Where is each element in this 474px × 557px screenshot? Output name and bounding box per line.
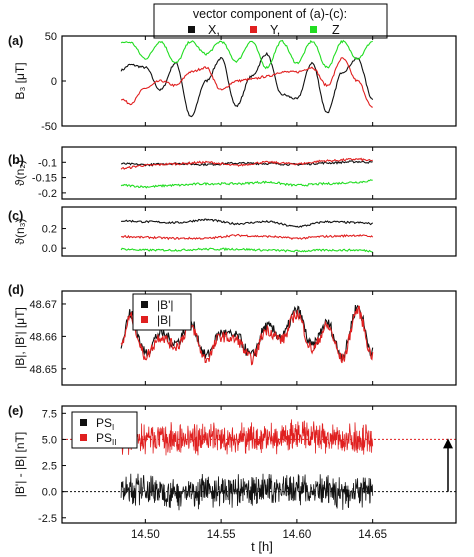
- y-tick-label: 0.0: [42, 243, 57, 255]
- panel-frame: [61, 290, 457, 386]
- panels: -50 0 50 (a) B₃ [μT] -0.1 -0.15 -0.2 (b)ϑ(n₂) 0.0…: [8, 31, 457, 541]
- y-tick-label: -2.5: [38, 513, 57, 525]
- y-axis-label: B₃ [μT]: [13, 62, 27, 99]
- y-tick-label: 50: [45, 31, 57, 43]
- series-line-y: [120, 57, 373, 108]
- panel-legend-label: |B'|: [157, 298, 174, 312]
- panel-frame: [61, 405, 457, 524]
- panel-legend-swatch: [80, 434, 87, 441]
- series-line-y: [120, 157, 373, 170]
- panel-label: (c): [8, 209, 23, 223]
- panel-0: -50 0 50 (a) B₃ [μT]: [8, 31, 457, 133]
- y-tick-label: -0.15: [32, 173, 57, 185]
- series-line-z: [120, 247, 373, 253]
- y-tick-label: 0: [51, 76, 57, 88]
- x-tick-label: 14.60: [282, 529, 311, 541]
- legend-swatch-y: [250, 26, 257, 33]
- y-tick-label: 48.65: [29, 364, 57, 376]
- y-tick-label: 5.0: [42, 434, 57, 446]
- y-tick-label: 7.5: [42, 408, 57, 420]
- legend-swatch-x: [188, 26, 195, 33]
- panel-label: (d): [8, 283, 24, 297]
- series-line-x: [120, 160, 373, 167]
- series-line-z: [120, 179, 373, 189]
- panel-2: 0.0 0.2 (c)ϑ(n₃): [8, 206, 457, 257]
- x-tick-label: 14.55: [207, 529, 236, 541]
- y-tick-label: 48.67: [29, 299, 57, 311]
- top-legend: vector component of (a)-(c): X, Y, Z: [153, 3, 388, 39]
- legend-label-y: Y,: [270, 23, 280, 37]
- series-line-x: [120, 51, 374, 118]
- panel-frame: [61, 146, 457, 200]
- panel-label: (b): [8, 153, 24, 167]
- panel-legend-label: PSI: [96, 416, 114, 432]
- series-line-psi: [120, 473, 374, 511]
- series-line-b: [120, 305, 374, 366]
- series-line-y: [120, 233, 374, 241]
- legend-swatch-z: [310, 26, 317, 33]
- y-axis-label: |B|, |B'| [μT]: [13, 307, 27, 369]
- y-axis-label: ϑ(n₂): [13, 160, 27, 186]
- legend-label-z: Z: [332, 23, 340, 37]
- y-tick-label: -0.1: [38, 157, 57, 169]
- x-tick-label: 14.65: [358, 529, 387, 541]
- panel-legend-label: PSII: [96, 431, 116, 447]
- panel-legend-swatch: [80, 419, 87, 426]
- x-axis-label: t [h]: [251, 539, 273, 554]
- y-axis-label: ϑ(n₃): [13, 218, 27, 244]
- panel-legend-label: |B|: [157, 313, 171, 327]
- panel-legend-swatch: [141, 301, 148, 308]
- y-tick-label: 0.0: [42, 487, 57, 499]
- series-line-x: [121, 218, 374, 228]
- panel-label: (e): [8, 404, 23, 418]
- panel-frame: [61, 206, 457, 257]
- series-line-z: [120, 39, 373, 70]
- legend-label-x: X,: [208, 23, 220, 37]
- series-line-psii: [120, 419, 374, 456]
- y-axis-label: |B'| - |B| [nT]: [13, 432, 27, 497]
- panel-3: 48.65 48.66 48.67 (d) |B|, |B'| [μT] |B'||B|: [8, 283, 457, 386]
- panel-legend-swatch: [141, 316, 148, 323]
- panel-label: (a): [8, 34, 23, 48]
- panel-legend-box: [132, 293, 192, 331]
- y-tick-label: -50: [41, 121, 57, 133]
- y-tick-label: 2.5: [42, 461, 57, 473]
- y-tick-label: 48.66: [29, 331, 57, 343]
- panel-frame: [61, 35, 457, 127]
- panel-1: -0.1 -0.15 -0.2 (b)ϑ(n₂): [8, 146, 457, 200]
- y-tick-label: -0.2: [38, 188, 57, 200]
- x-tick-label: 14.50: [131, 529, 160, 541]
- y-tick-label: 0.2: [42, 224, 57, 236]
- top-legend-title: vector component of (a)-(c):: [193, 7, 347, 21]
- panel-legend-box: [71, 411, 138, 449]
- panel-4: -2.5 0.0 2.5 5.0 7.5 (e) |B'| - |B| [nT] PSIPSI…: [8, 404, 457, 525]
- offset-arrow-head: [443, 438, 453, 449]
